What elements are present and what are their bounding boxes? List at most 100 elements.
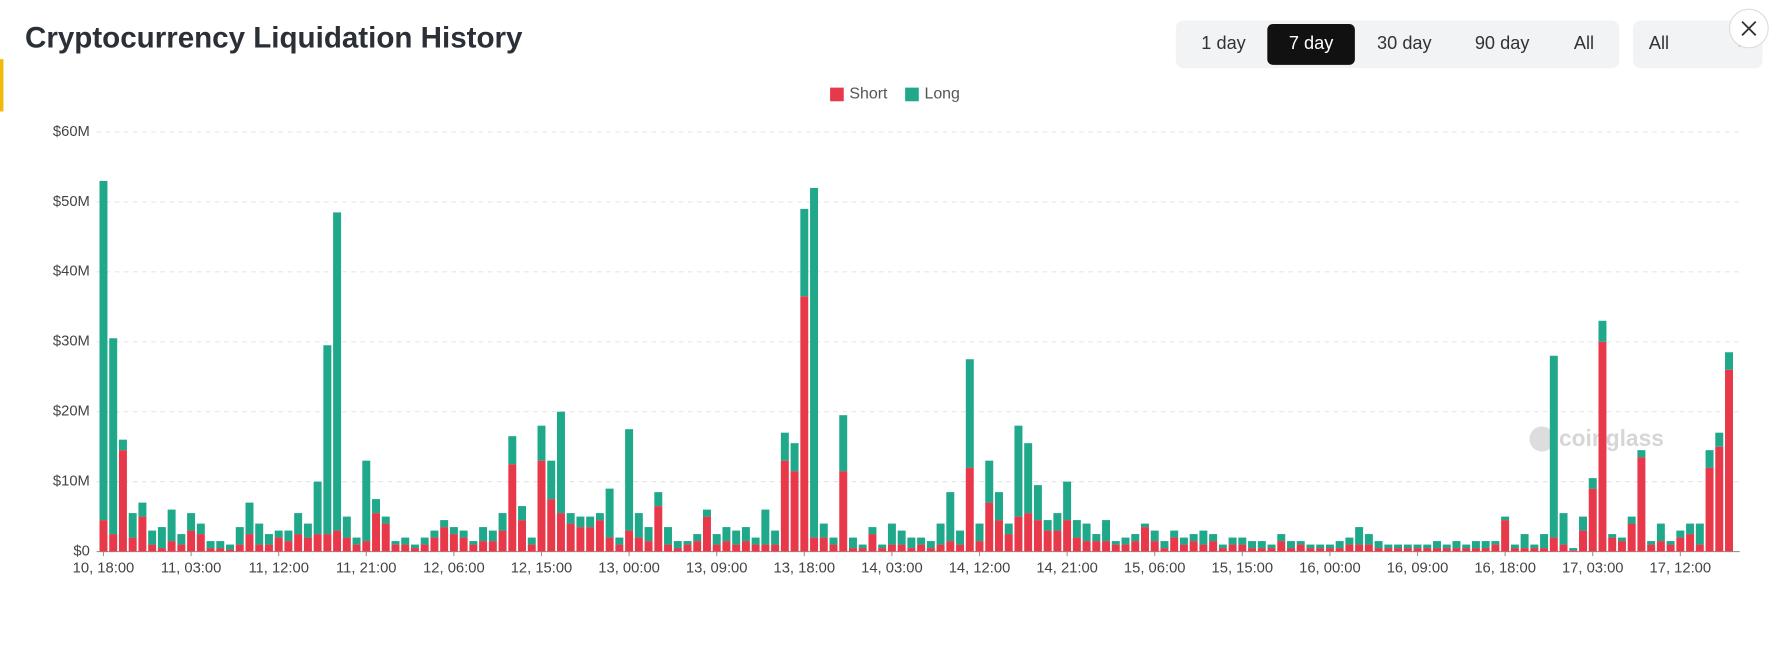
- bar-segment: [771, 544, 780, 552]
- bar-segment: [342, 537, 351, 552]
- bar-segment: [177, 544, 186, 552]
- bar-segment: [1627, 523, 1636, 552]
- bar-segment: [683, 544, 692, 552]
- bar-segment: [887, 544, 896, 552]
- bar-segment: [946, 492, 955, 542]
- bar-segment: [1374, 548, 1383, 552]
- bar-segment: [1666, 544, 1675, 552]
- x-tick-label: 16, 09:00: [1387, 561, 1449, 577]
- bar-segment: [1189, 541, 1198, 552]
- bar-segment: [712, 544, 721, 552]
- bar-segment: [664, 527, 673, 545]
- close-button[interactable]: [1728, 8, 1769, 49]
- x-tick-label: 12, 15:00: [511, 561, 573, 577]
- bar-segment: [800, 296, 809, 552]
- bar-segment: [1705, 467, 1714, 552]
- bar-segment: [1686, 534, 1695, 552]
- bar-segment: [1705, 450, 1714, 468]
- bar-segment: [1423, 544, 1432, 549]
- bar-segment: [1423, 548, 1432, 552]
- bar-segment: [926, 541, 935, 549]
- bar-segment: [654, 492, 663, 507]
- bar-segment: [1452, 541, 1461, 549]
- bar-segment: [1287, 548, 1295, 552]
- bar-segment: [1043, 530, 1052, 552]
- bar-segment: [722, 527, 731, 542]
- range-button[interactable]: 1 day: [1201, 33, 1246, 53]
- bar-segment: [1043, 520, 1052, 531]
- bar-segment: [839, 471, 848, 552]
- bar-segment: [1452, 548, 1461, 552]
- range-button-active: [1267, 23, 1355, 65]
- x-tick-label: 14, 12:00: [949, 561, 1011, 577]
- bar-segment: [1462, 548, 1471, 552]
- bar-segment: [1111, 541, 1120, 545]
- bar-segment: [1549, 537, 1558, 552]
- bar-segment: [780, 432, 789, 461]
- bar-segment: [1325, 548, 1334, 552]
- bar-segment: [615, 544, 624, 552]
- bar-segment: [800, 208, 809, 297]
- bar-segment: [420, 544, 429, 552]
- x-tick-label: 14, 21:00: [1036, 561, 1098, 577]
- bar-segment: [109, 338, 118, 535]
- bar-segment: [995, 492, 1003, 521]
- range-button[interactable]: All: [1574, 33, 1594, 53]
- bar-segment: [148, 530, 157, 545]
- bar-segment: [810, 187, 819, 538]
- bar-segment: [790, 443, 799, 472]
- range-button[interactable]: 90 day: [1475, 33, 1531, 53]
- bar-segment: [887, 523, 896, 545]
- bar-segment: [965, 467, 974, 552]
- bar-segment: [187, 513, 196, 531]
- bar-segment: [128, 513, 137, 538]
- bar-segment: [1277, 541, 1286, 552]
- bar-segment: [936, 544, 945, 552]
- chart-title: Cryptocurrency Liquidation History: [25, 22, 523, 55]
- bar-segment: [1102, 541, 1111, 552]
- bar-segment: [1248, 541, 1257, 549]
- bar-segment: [1374, 541, 1383, 549]
- bar-segment: [1316, 544, 1325, 549]
- bar-segment: [1306, 548, 1315, 552]
- bar-segment: [284, 530, 293, 542]
- x-tick-label: 11, 12:00: [248, 561, 308, 577]
- bar-segment: [995, 520, 1003, 552]
- bar-segment: [1510, 544, 1519, 549]
- bar-segment: [1082, 523, 1091, 542]
- bar-segment: [235, 527, 244, 545]
- x-tick-label: 11, 03:00: [161, 561, 221, 577]
- range-button[interactable]: 30 day: [1377, 33, 1433, 53]
- bar-segment: [566, 523, 575, 552]
- bar-segment: [878, 544, 887, 549]
- bar-segment: [1413, 544, 1422, 549]
- bar-segment: [576, 527, 585, 552]
- bar-segment: [829, 544, 838, 552]
- bar-segment: [1063, 481, 1072, 521]
- bar-segment: [1637, 457, 1646, 552]
- bar-segment: [605, 488, 614, 538]
- x-tick-label: 16, 00:00: [1299, 561, 1361, 577]
- bar-segment: [440, 527, 449, 552]
- bar-segment: [1131, 534, 1140, 542]
- bar-segment: [605, 537, 614, 552]
- bar-segment: [420, 537, 429, 545]
- bar-segment: [488, 541, 497, 552]
- bar-segment: [206, 541, 215, 549]
- bar-segment: [449, 527, 458, 535]
- bar-segment: [1520, 548, 1529, 552]
- bar-segment: [274, 537, 283, 552]
- bar-segment: [226, 544, 234, 550]
- bar-segment: [1335, 548, 1344, 552]
- bar-segment: [1569, 550, 1578, 552]
- bar-segment: [1666, 541, 1675, 545]
- range-button[interactable]: 7 day: [1267, 23, 1355, 65]
- bar-segment: [751, 544, 760, 552]
- bar-segment: [1160, 548, 1169, 552]
- bar-segment: [1267, 544, 1276, 549]
- bar-segment: [508, 464, 517, 552]
- bar-segment: [810, 537, 819, 552]
- bar-segment: [1267, 548, 1276, 552]
- bar-segment: [1695, 544, 1704, 552]
